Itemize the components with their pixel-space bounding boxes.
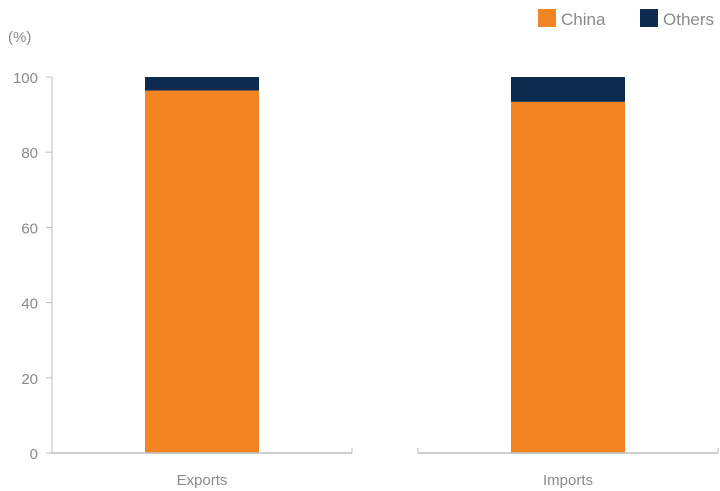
bar-others-imports: [511, 77, 625, 102]
y-axis-unit-label: (%): [8, 29, 31, 46]
y-tick-label: 20: [21, 371, 38, 388]
bar-china-exports: [145, 90, 259, 453]
bars-group: [145, 77, 625, 453]
y-tick-label: 80: [21, 145, 38, 162]
y-tick-label: 40: [21, 296, 38, 313]
legend-label-others: Others: [663, 10, 714, 29]
y-tick-label: 60: [21, 220, 38, 237]
category-baselines: [51, 448, 719, 454]
legend-label-china: China: [561, 10, 606, 29]
y-axis-ticks: 0 20 40 60 80 100: [13, 70, 52, 463]
legend-swatch-others: [640, 9, 658, 27]
x-category-label: Imports: [543, 472, 593, 489]
y-tick-label: 100: [13, 70, 38, 87]
x-category-label: Exports: [177, 472, 228, 489]
bar-china-imports: [511, 101, 625, 453]
category-labels: Exports Imports: [177, 472, 593, 489]
y-tick-label: 0: [30, 446, 38, 463]
legend: China Others: [538, 9, 714, 29]
bar-others-exports: [145, 77, 259, 91]
legend-swatch-china: [538, 9, 556, 27]
